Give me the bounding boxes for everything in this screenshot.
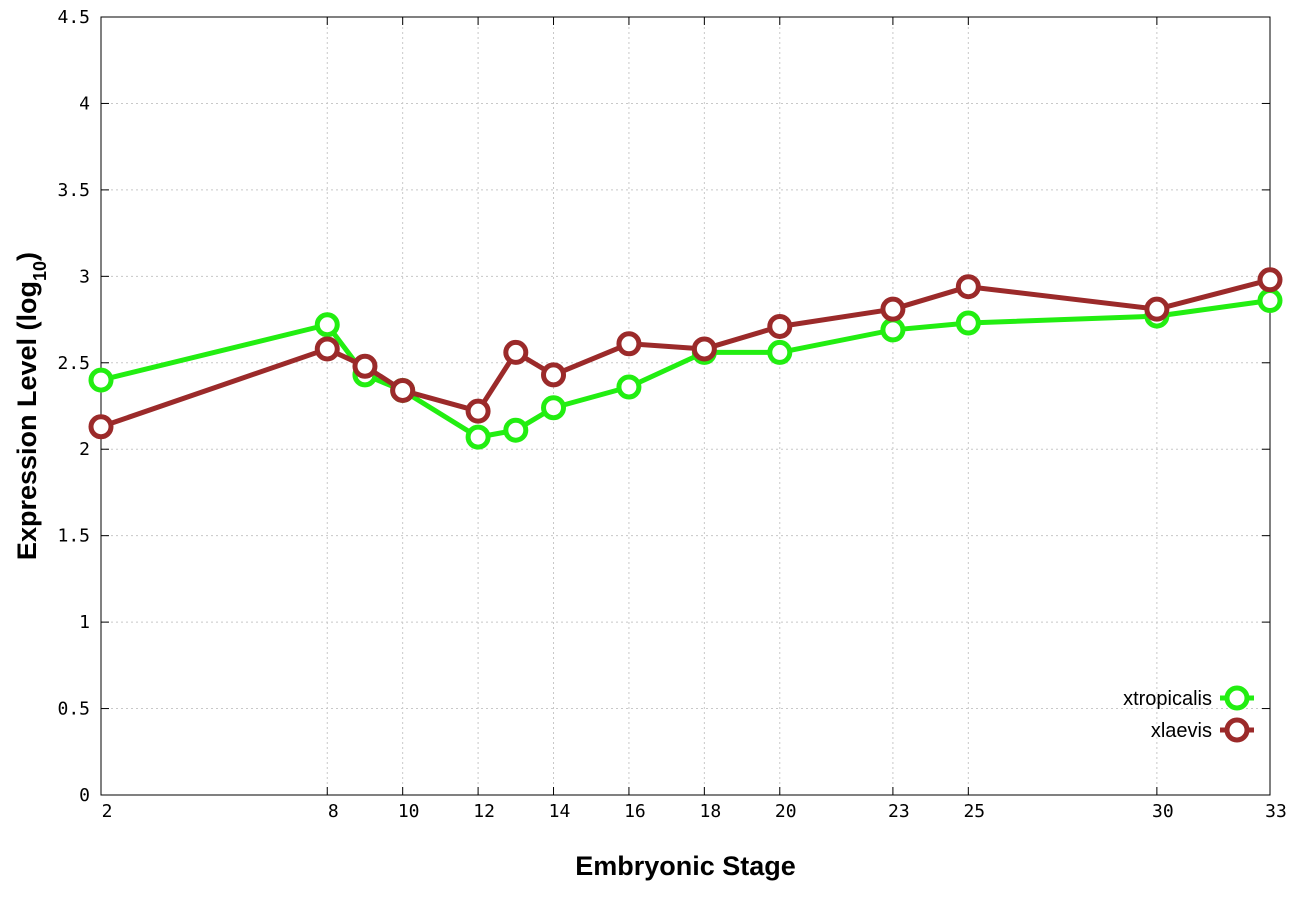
x-tick-label: 10 — [398, 801, 420, 822]
y-tick-label: 1.5 — [57, 526, 90, 547]
x-tick-label: 33 — [1265, 801, 1287, 822]
data-point — [1144, 296, 1170, 322]
x-tick-label: 25 — [963, 801, 985, 822]
y-axis-title-main: Expression Level (log — [12, 281, 42, 560]
data-point — [390, 377, 416, 403]
data-point — [465, 398, 491, 424]
y-tick-label: 3.5 — [57, 180, 90, 201]
y-tick-label: 0.5 — [57, 699, 90, 720]
data-point — [691, 336, 717, 362]
y-tick-label: 1 — [79, 612, 90, 633]
x-tick-label: 2 — [102, 801, 113, 822]
legend-marker — [1224, 685, 1250, 711]
x-tick-label: 14 — [549, 801, 571, 822]
data-point — [1257, 267, 1283, 293]
data-point — [503, 417, 529, 443]
data-point — [880, 317, 906, 343]
legend: xtropicalis xlaevis — [1123, 685, 1254, 743]
legend-label: xtropicalis — [1123, 688, 1212, 710]
data-point — [465, 424, 491, 450]
data-point — [616, 374, 642, 400]
x-tick-label: 16 — [624, 801, 646, 822]
data-point — [352, 353, 378, 379]
data-point — [541, 395, 567, 421]
x-tick-label: 23 — [888, 801, 910, 822]
x-tick-label: 18 — [700, 801, 722, 822]
x-tick-label: 20 — [775, 801, 797, 822]
y-axis-title: Expression Level (log10) — [12, 252, 50, 560]
x-tick-label: 8 — [328, 801, 339, 822]
x-tick-label: 30 — [1152, 801, 1174, 822]
legend-item-xlaevis: xlaevis — [1151, 717, 1254, 743]
y-tick-label: 4 — [79, 93, 90, 114]
data-point — [955, 310, 981, 336]
data-point — [616, 331, 642, 357]
y-tick-label: 2.5 — [57, 353, 90, 374]
data-point — [314, 336, 340, 362]
y-tick-label: 3 — [79, 266, 90, 287]
data-point — [955, 274, 981, 300]
data-point — [88, 367, 114, 393]
series-xlaevis — [88, 267, 1283, 440]
data-point — [88, 414, 114, 440]
y-axis-title-suffix: ) — [12, 252, 42, 261]
legend-item-xtropicalis: xtropicalis — [1123, 685, 1254, 711]
data-point — [314, 312, 340, 338]
data-point — [880, 296, 906, 322]
data-point — [767, 339, 793, 365]
y-tick-label: 0 — [79, 785, 90, 806]
x-tick-label: 12 — [473, 801, 495, 822]
y-tick-label: 2 — [79, 439, 90, 460]
axis-ticks: 0 0.5 1 1.5 2 2.5 3 3.5 4 4.5 2 8 10 12 14 16 18 20 23 25 30… — [57, 7, 1286, 822]
grid — [101, 17, 1270, 795]
plot-frame — [100, 16, 1271, 796]
data-point — [541, 362, 567, 388]
y-axis-title-subscript: 10 — [30, 261, 50, 281]
series-line — [100, 277, 1271, 430]
legend-label: xlaevis — [1151, 720, 1212, 742]
data-point — [767, 313, 793, 339]
y-tick-label: 4.5 — [57, 7, 90, 28]
x-axis-title: Embryonic Stage — [575, 851, 796, 881]
data-point — [1257, 288, 1283, 314]
series-layer — [88, 267, 1283, 450]
legend-marker — [1224, 717, 1250, 743]
data-point — [503, 339, 529, 365]
